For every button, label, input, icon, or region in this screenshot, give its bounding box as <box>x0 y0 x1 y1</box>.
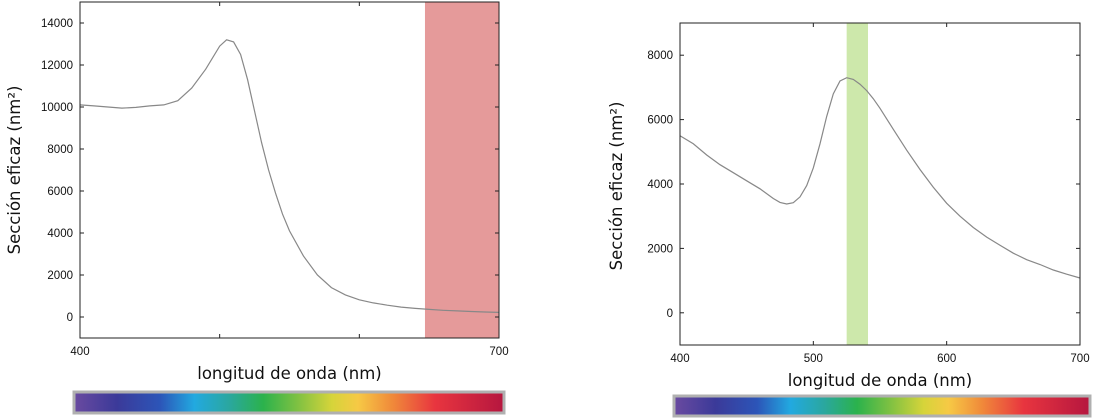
x-tick-label: 600 <box>937 353 956 365</box>
chart-right: 0 2000 4000 6000 8000 400 500 600 700 longitud de… <box>607 22 1092 418</box>
y-tick-label: 14000 <box>41 18 73 30</box>
x-tick-label: 400 <box>670 353 689 365</box>
y-tick-label: 4000 <box>47 228 73 240</box>
series-line <box>79 39 500 313</box>
x-tick-label: 700 <box>489 346 508 358</box>
y-tick-label: 4000 <box>647 179 673 191</box>
y-tick-label: 8000 <box>47 144 73 156</box>
chart-left: 0 2000 4000 6000 8000 10000 12000 14000 400 700 lo… <box>5 1 509 415</box>
y-tick-label: 2000 <box>647 243 673 255</box>
y-tick-label: 12000 <box>41 60 73 72</box>
x-tick-label: 500 <box>804 353 823 365</box>
x-axis-label: longitud de onda (nm) <box>788 371 973 390</box>
plot-frame <box>679 22 1081 346</box>
y-tick-label: 6000 <box>647 115 673 127</box>
y-tick-label: 0 <box>67 312 73 324</box>
highlight-band <box>424 2 499 338</box>
y-tick-label: 0 <box>667 308 673 320</box>
y-tick-label: 2000 <box>47 270 73 282</box>
y-tick-label: 6000 <box>47 186 73 198</box>
spectrum-bar <box>672 394 1092 418</box>
spectrum-bar <box>72 390 506 415</box>
series-line <box>679 77 1081 279</box>
highlight-band <box>846 23 868 345</box>
y-axis-label: Sección eficaz (nm²) <box>607 102 626 271</box>
plot-frame <box>79 1 500 339</box>
x-tick-label: 700 <box>1070 353 1089 365</box>
x-tick-label: 400 <box>70 346 89 358</box>
y-axis-label: Sección eficaz (nm²) <box>5 86 24 255</box>
y-tick-label: 8000 <box>647 50 673 62</box>
x-axis-label: longitud de onda (nm) <box>197 364 382 383</box>
y-tick-label: 10000 <box>41 102 73 114</box>
